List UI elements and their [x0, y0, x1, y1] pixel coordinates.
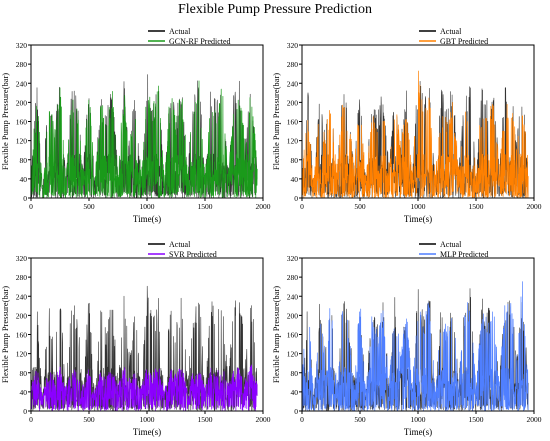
- y-tick-label: 280: [16, 273, 28, 282]
- y-tick-label: 200: [16, 98, 28, 107]
- y-tick-label: 200: [16, 311, 28, 320]
- y-tick-label: 160: [16, 118, 28, 127]
- x-tick-label: 1500: [469, 202, 484, 211]
- x-axis-label: Time(s): [404, 214, 432, 224]
- x-tick-label: 1500: [469, 415, 484, 424]
- x-tick-label: 0: [300, 202, 304, 211]
- y-tick-label: 40: [291, 388, 299, 397]
- x-axis-label: Time(s): [404, 427, 432, 437]
- x-tick-label: 2000: [256, 415, 271, 424]
- y-tick-label: 320: [16, 41, 28, 50]
- y-tick-label: 0: [23, 194, 27, 203]
- x-axis-label: Time(s): [133, 427, 161, 437]
- y-tick-label: 320: [287, 41, 299, 50]
- y-tick-label: 80: [291, 369, 299, 378]
- y-tick-label: 80: [291, 156, 299, 165]
- x-tick-label: 500: [83, 415, 95, 424]
- x-tick-label: 1000: [411, 202, 426, 211]
- x-tick-label: 1000: [140, 415, 155, 424]
- x-tick-label: 1500: [198, 202, 213, 211]
- legend-label: Actual: [440, 240, 462, 249]
- y-axis-label: Flexible Pump Pressure(bar): [0, 286, 10, 383]
- y-tick-label: 40: [20, 175, 28, 184]
- x-axis-label: Time(s): [133, 214, 161, 224]
- legend-label: GCN-RF Predicted: [169, 37, 231, 46]
- x-tick-label: 0: [29, 415, 33, 424]
- y-tick-label: 120: [287, 137, 299, 146]
- y-tick-label: 320: [16, 254, 28, 263]
- y-tick-label: 80: [20, 369, 28, 378]
- x-tick-label: 2000: [527, 415, 542, 424]
- y-tick-label: 200: [287, 311, 299, 320]
- chart-panel-2: 0 40 80 120 160 200 240 280 320 0 500 1000 1500 2000 T…: [271, 27, 542, 224]
- chart-panel-3: 0 40 80 120 160 200 240 280 320 0 500 1000 1500 2000 T…: [0, 240, 271, 437]
- y-tick-label: 160: [16, 331, 28, 340]
- x-tick-label: 0: [300, 415, 304, 424]
- y-tick-label: 240: [287, 79, 299, 88]
- legend-label: Actual: [169, 240, 191, 249]
- x-tick-label: 1500: [198, 415, 213, 424]
- y-tick-label: 200: [287, 98, 299, 107]
- y-tick-label: 160: [287, 331, 299, 340]
- chart-panel-1: 0 40 80 120 160 200 240 280 320 0 500 1000 1500 2000 T…: [0, 27, 271, 224]
- x-tick-label: 1000: [411, 415, 426, 424]
- y-tick-label: 120: [16, 350, 28, 359]
- x-tick-label: 2000: [256, 202, 271, 211]
- y-axis-label: Flexible Pump Pressure(bar): [271, 73, 281, 170]
- y-tick-label: 40: [291, 175, 299, 184]
- y-tick-label: 120: [16, 137, 28, 146]
- chart-panel-4: 0 40 80 120 160 200 240 280 320 0 500 1000 1500 2000 T…: [271, 240, 542, 437]
- y-axis-label: Flexible Pump Pressure(bar): [271, 286, 281, 383]
- x-tick-label: 500: [83, 202, 95, 211]
- y-tick-label: 240: [16, 292, 28, 301]
- x-tick-label: 0: [29, 202, 33, 211]
- legend-label: SVR Predicted: [169, 250, 217, 259]
- series-line-2: [30, 80, 258, 199]
- y-tick-label: 240: [287, 292, 299, 301]
- y-tick-label: 280: [16, 60, 28, 69]
- y-tick-label: 80: [20, 156, 28, 165]
- series-line-2: [301, 70, 529, 199]
- y-axis-label: Flexible Pump Pressure(bar): [0, 73, 10, 170]
- legend-label: Actual: [440, 27, 462, 36]
- legend-label: Actual: [169, 27, 191, 36]
- legend-label: MLP Predicted: [440, 250, 488, 259]
- x-tick-label: 500: [354, 415, 366, 424]
- y-tick-label: 40: [20, 388, 28, 397]
- y-tick-label: 240: [16, 79, 28, 88]
- y-tick-label: 0: [294, 194, 298, 203]
- series-line-2: [30, 364, 258, 412]
- y-tick-label: 160: [287, 118, 299, 127]
- series-line-2: [301, 281, 529, 412]
- y-tick-label: 320: [287, 254, 299, 263]
- y-tick-label: 120: [287, 350, 299, 359]
- x-tick-label: 500: [354, 202, 366, 211]
- x-tick-label: 2000: [527, 202, 542, 211]
- y-tick-label: 0: [23, 407, 27, 416]
- figure-title: Flexible Pump Pressure Prediction: [177, 2, 373, 17]
- y-tick-label: 0: [294, 407, 298, 416]
- x-tick-label: 1000: [140, 202, 155, 211]
- y-tick-label: 280: [287, 60, 299, 69]
- legend-label: GBT Predicted: [440, 37, 488, 46]
- y-tick-label: 280: [287, 273, 299, 282]
